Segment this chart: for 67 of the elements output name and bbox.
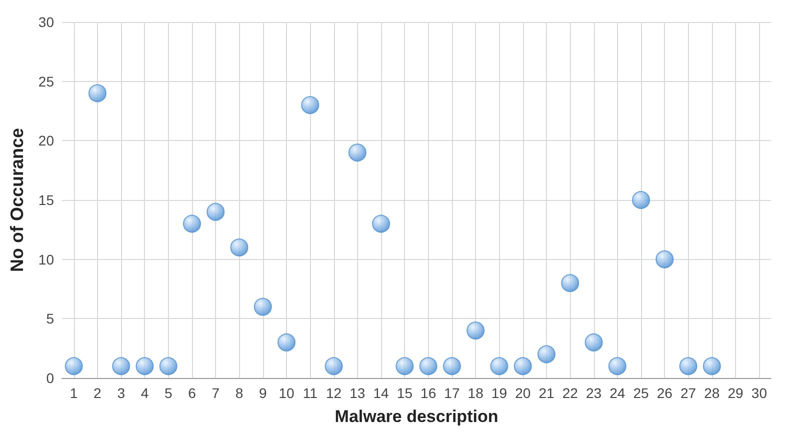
- point: [348, 144, 366, 162]
- y-tick-label: 20: [38, 132, 54, 149]
- x-tick-label: 9: [258, 385, 267, 401]
- point: [490, 357, 508, 376]
- point: [230, 238, 248, 256]
- x-tick-label: 23: [586, 385, 602, 401]
- point: [538, 345, 556, 364]
- point: [136, 357, 154, 376]
- x-tick-label: 28: [704, 385, 720, 401]
- y-tick-label: 25: [38, 73, 54, 90]
- x-tick-label: 18: [468, 385, 484, 401]
- x-tick-label: 12: [326, 385, 342, 401]
- point: [466, 322, 485, 340]
- x-tick-label: 11: [302, 385, 318, 401]
- point: [324, 357, 343, 376]
- point: [372, 214, 390, 233]
- point: [183, 214, 201, 233]
- x-tick-label: 27: [680, 385, 696, 401]
- point: [608, 357, 626, 376]
- x-axis-title: Malware description: [334, 407, 498, 426]
- point: [64, 357, 83, 376]
- point: [442, 357, 461, 376]
- x-tick-label: 17: [444, 385, 460, 401]
- x-tick-label: 21: [538, 385, 554, 401]
- y-tick-label: 30: [38, 14, 54, 30]
- x-tick-label: 8: [235, 385, 244, 401]
- point: [584, 333, 603, 352]
- y-tick-label: 5: [46, 310, 54, 327]
- x-tick-label: 2: [94, 385, 102, 401]
- x-tick-label: 16: [420, 385, 436, 401]
- x-tick-label: 15: [396, 385, 413, 401]
- x-tick-label: 5: [164, 385, 172, 401]
- x-tick-label: 6: [188, 385, 196, 401]
- y-axis-title: No of Occurance: [7, 128, 27, 272]
- x-tick-label: 25: [633, 385, 650, 401]
- point: [419, 357, 438, 376]
- point: [206, 202, 225, 221]
- point: [679, 357, 698, 376]
- x-tick-label: 29: [728, 385, 744, 401]
- point: [88, 84, 106, 102]
- point: [561, 274, 580, 292]
- x-tick-label: 10: [278, 385, 295, 401]
- y-tick-label: 10: [38, 251, 54, 268]
- point: [112, 357, 130, 376]
- x-tick-label: 4: [140, 385, 149, 401]
- y-tick-label: 15: [38, 192, 54, 208]
- y-tick-label: 0: [46, 370, 54, 386]
- point: [702, 357, 721, 376]
- x-tick-label: 3: [117, 385, 126, 401]
- point: [278, 333, 296, 352]
- point: [254, 298, 272, 316]
- x-tick-label: 20: [515, 385, 531, 401]
- x-tick-label: 19: [491, 385, 508, 401]
- x-tick-label: 26: [656, 385, 673, 401]
- point: [159, 357, 178, 376]
- x-tick-label: 30: [751, 385, 768, 401]
- point: [301, 96, 320, 114]
- point: [656, 250, 674, 268]
- x-tick-label: 14: [373, 385, 390, 401]
- point: [632, 191, 650, 209]
- x-tick-label: 1: [70, 385, 78, 401]
- x-tick-label: 22: [562, 385, 578, 401]
- point: [514, 357, 532, 376]
- x-tick-label: 13: [350, 385, 366, 401]
- x-tick-label: 7: [212, 385, 220, 401]
- point: [396, 357, 414, 376]
- x-tick-label: 24: [610, 385, 626, 401]
